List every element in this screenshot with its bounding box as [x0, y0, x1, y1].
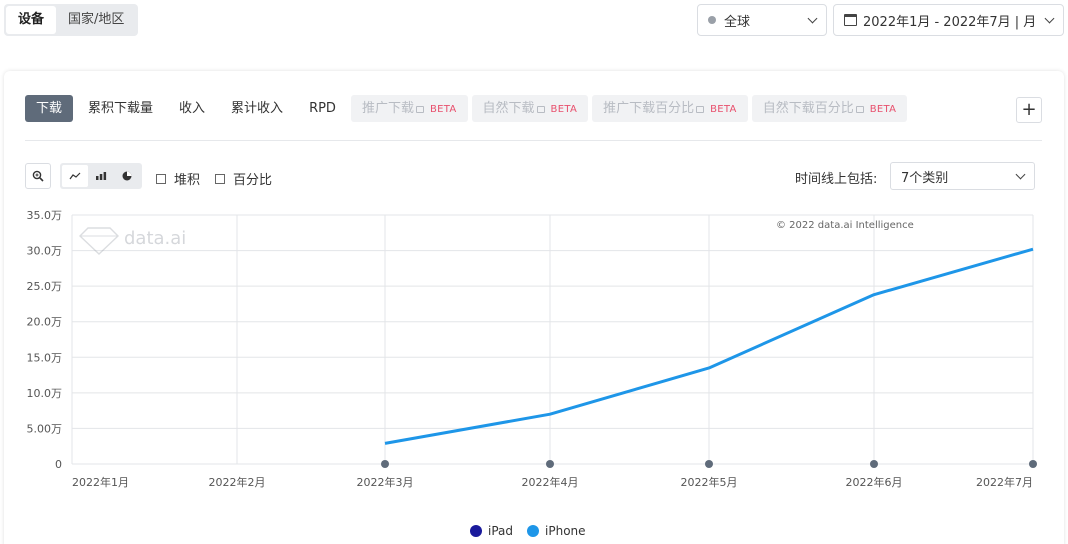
bar-chart-button[interactable]	[88, 165, 114, 187]
line-chart-icon	[69, 172, 81, 180]
percent-checkbox[interactable]: 百分比	[215, 169, 272, 188]
chart-card: 下载 累积下载量 收入 累计收入 RPD 推广下载 BETA 自然下载 BETA 推广下载百分比 B…	[4, 71, 1064, 544]
zoom-icon	[32, 170, 44, 182]
tab-label: 推广下载	[361, 101, 414, 116]
timeline-select[interactable]: 7个类别	[890, 162, 1035, 190]
region-dropdown[interactable]: 全球	[697, 4, 827, 36]
view-toggle: 设备 国家/地区	[4, 4, 139, 36]
chart-legend: iPad iPhone	[470, 524, 600, 538]
legend-label: iPad	[488, 524, 514, 538]
zoom-button[interactable]	[25, 163, 51, 189]
lock-icon	[696, 106, 705, 113]
timeline-label: 时间线上包括:	[795, 172, 878, 187]
legend-item-iphone[interactable]: iPhone	[527, 524, 586, 538]
line-chart-button[interactable]	[62, 165, 88, 187]
chevron-down-icon	[807, 13, 818, 23]
bar-chart-icon	[96, 172, 107, 180]
lock-icon	[415, 106, 424, 113]
chevron-down-icon	[1015, 169, 1026, 179]
beta-badge: BETA	[550, 104, 578, 115]
calendar-icon	[844, 14, 857, 26]
divider	[25, 140, 1042, 141]
tab-3[interactable]: 累计收入	[220, 95, 294, 122]
globe-dot-icon	[708, 16, 716, 24]
chart-type-toggle	[60, 163, 142, 189]
tab-5[interactable]: 推广下载 BETA	[350, 95, 468, 122]
lock-icon	[536, 106, 545, 113]
metric-tabs: 下载 累积下载量 收入 累计收入 RPD 推广下载 BETA 自然下载 BETA 推广下载百分比 B…	[25, 95, 911, 122]
tab-8[interactable]: 自然下载百分比 BETA	[751, 95, 908, 122]
stack-label: 堆积	[174, 173, 201, 188]
percent-label: 百分比	[233, 173, 273, 188]
stack-checkbox[interactable]: 堆积	[156, 169, 200, 188]
pie-chart-button[interactable]	[114, 165, 140, 187]
tab-label: RPD	[309, 101, 336, 116]
tab-2[interactable]: 收入	[168, 95, 216, 122]
legend-label: iPhone	[545, 524, 586, 538]
date-range-dropdown[interactable]: 2022年1月 - 2022年7月 | 月	[833, 4, 1064, 36]
lock-icon	[855, 106, 864, 113]
tab-label: 收入	[179, 101, 206, 116]
tab-4[interactable]: RPD	[298, 95, 347, 122]
tab-label: 自然下载	[482, 101, 535, 116]
segment-device[interactable]: 设备	[6, 6, 57, 34]
beta-badge: BETA	[429, 104, 457, 115]
tab-label: 自然下载百分比	[762, 101, 854, 116]
legend-item-ipad[interactable]: iPad	[470, 524, 513, 538]
tab-7[interactable]: 推广下载百分比 BETA	[592, 95, 748, 122]
segment-country[interactable]: 国家/地区	[68, 12, 125, 27]
add-metric-button[interactable]: +	[1016, 97, 1042, 123]
tab-label: 推广下载百分比	[603, 101, 695, 116]
tab-1[interactable]: 累积下载量	[77, 95, 164, 122]
pie-chart-icon	[122, 171, 132, 181]
tab-label: 累积下载量	[88, 101, 154, 116]
timeline-value: 7个类别	[901, 170, 949, 186]
date-range-value: 2022年1月 - 2022年7月 | 月	[863, 14, 1037, 30]
beta-badge: BETA	[710, 104, 737, 115]
legend-swatch	[527, 525, 540, 537]
legend-swatch	[470, 525, 482, 537]
checkbox-box	[215, 173, 225, 184]
region-value: 全球	[724, 14, 751, 30]
tab-6[interactable]: 自然下载 BETA	[471, 95, 589, 122]
tab-label: 累计收入	[231, 101, 284, 116]
beta-badge: BETA	[869, 104, 897, 115]
tab-0[interactable]: 下载	[25, 95, 74, 122]
checkbox-box	[156, 173, 166, 184]
tab-label: 下载	[36, 101, 63, 116]
chevron-down-icon	[1044, 13, 1055, 23]
